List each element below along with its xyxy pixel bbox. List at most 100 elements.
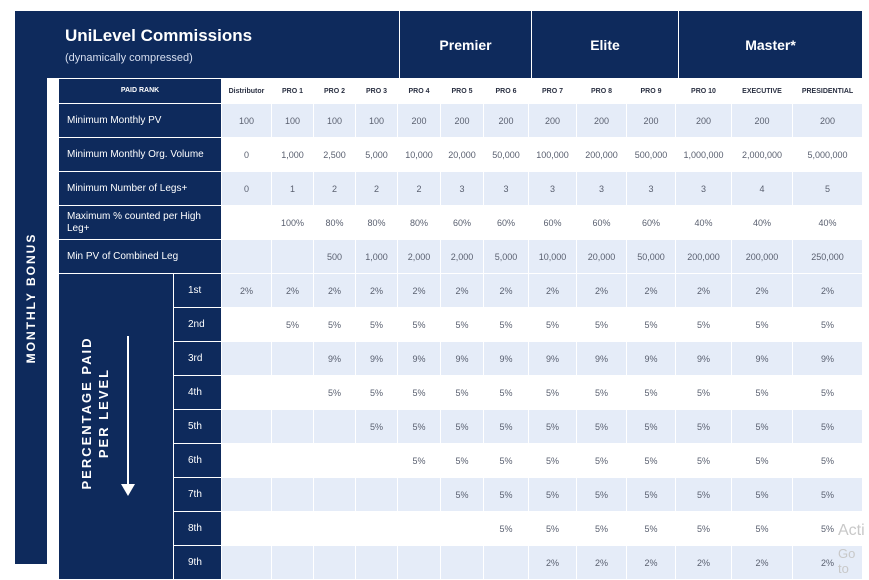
level-cell bbox=[397, 545, 441, 580]
level-cell: 5% bbox=[355, 375, 398, 410]
requirement-cell: 500 bbox=[313, 239, 356, 274]
requirement-row: Maximum % counted per High Leg+ 100% 80% 80… bbox=[58, 205, 863, 240]
requirement-cell bbox=[221, 239, 272, 274]
level-cell bbox=[483, 545, 529, 580]
requirement-cell: 60% bbox=[576, 205, 627, 240]
rank-header-row: PAID RANK Distributor PRO 1 PRO 2 PRO 3 … bbox=[58, 78, 863, 104]
requirement-cell: 2 bbox=[313, 171, 356, 206]
down-arrow-icon bbox=[127, 336, 129, 486]
level-cell bbox=[271, 409, 314, 444]
requirement-cell: 250,000 bbox=[792, 239, 863, 274]
paid-rank-label: PAID RANK bbox=[58, 78, 222, 104]
level-cell bbox=[440, 511, 484, 546]
level-cell: 5% bbox=[483, 375, 529, 410]
requirement-cell: 20,000 bbox=[440, 137, 484, 172]
requirement-cell: 50,000 bbox=[626, 239, 676, 274]
requirement-cell: 2,500 bbox=[313, 137, 356, 172]
level-cell: 9% bbox=[731, 341, 793, 376]
requirement-cell: 500,000 bbox=[626, 137, 676, 172]
requirement-row: Minimum Monthly PV 100 100 100 100 200 200 200 2… bbox=[58, 103, 863, 138]
level-cell: 5% bbox=[626, 307, 676, 342]
level-cell: 2% bbox=[271, 273, 314, 308]
level-row: 9th 2% 2% 2% 2% 2% 2% bbox=[59, 545, 863, 580]
level-cell: 9% bbox=[397, 341, 441, 376]
level-cell: 5% bbox=[528, 409, 577, 444]
level-cell: 5% bbox=[397, 375, 441, 410]
level-cell: 5% bbox=[792, 375, 863, 410]
level-label: 8th bbox=[173, 511, 222, 546]
level-cell: 5% bbox=[355, 409, 398, 444]
level-cell bbox=[355, 545, 398, 580]
percentage-label-line2: PER LEVEL bbox=[96, 367, 111, 459]
level-cell bbox=[440, 545, 484, 580]
requirement-cell: 100 bbox=[271, 103, 314, 138]
level-cell bbox=[313, 545, 356, 580]
level-row: 6th 5% 5% 5% 5% 5% 5% 5% 5% 5% bbox=[59, 443, 863, 478]
requirement-cell: 200 bbox=[397, 103, 441, 138]
level-cell: 5% bbox=[626, 409, 676, 444]
level-row: 4th 5% 5% 5% 5% 5% 5% 5% 5% 5% 5% 5% bbox=[59, 375, 863, 410]
level-cell: 5% bbox=[731, 511, 793, 546]
level-cell: 5% bbox=[483, 511, 529, 546]
requirement-cell: 60% bbox=[483, 205, 529, 240]
level-cell: 2% bbox=[528, 545, 577, 580]
requirement-cell: 5 bbox=[792, 171, 863, 206]
requirement-row: Minimum Monthly Org. Volume 0 1,000 2,500 5,… bbox=[58, 137, 863, 172]
level-cell: 5% bbox=[792, 477, 863, 512]
level-cell: 5% bbox=[792, 511, 863, 546]
level-cell: 5% bbox=[440, 477, 484, 512]
level-label: 3rd bbox=[173, 341, 222, 376]
level-label: 4th bbox=[173, 375, 222, 410]
level-label: 1st bbox=[173, 273, 222, 308]
commission-table: PAID RANK Distributor PRO 1 PRO 2 PRO 3 … bbox=[58, 78, 863, 580]
level-cell: 9% bbox=[440, 341, 484, 376]
level-cell: 2% bbox=[528, 273, 577, 308]
requirement-cell: 3 bbox=[626, 171, 676, 206]
level-cell bbox=[221, 443, 272, 478]
requirement-cell: 100 bbox=[221, 103, 272, 138]
requirement-cell: 2 bbox=[397, 171, 441, 206]
requirement-cell: 10,000 bbox=[397, 137, 441, 172]
level-cell: 5% bbox=[792, 443, 863, 478]
tier-elite: Elite bbox=[531, 11, 678, 78]
level-cell: 9% bbox=[626, 341, 676, 376]
arrow-head-icon bbox=[121, 484, 135, 496]
level-cell: 5% bbox=[440, 307, 484, 342]
level-cell: 5% bbox=[528, 307, 577, 342]
level-row: 5th 5% 5% 5% 5% 5% 5% 5% 5% 5% 5% bbox=[59, 409, 863, 444]
level-cell bbox=[271, 341, 314, 376]
requirement-cell: 100 bbox=[313, 103, 356, 138]
level-cell: 2% bbox=[576, 273, 627, 308]
level-cell: 5% bbox=[483, 443, 529, 478]
level-label: 7th bbox=[173, 477, 222, 512]
requirement-row: Minimum Number of Legs+ 0 1 2 2 2 3 3 3 3 3 3 4 5 bbox=[58, 171, 863, 206]
requirement-cell: 3 bbox=[440, 171, 484, 206]
level-cell bbox=[221, 545, 272, 580]
requirement-cell: 2 bbox=[355, 171, 398, 206]
level-row: 1st 2% 2% 2% 2% 2% 2% 2% 2% 2% 2% 2% 2% 2% bbox=[58, 273, 863, 580]
level-cell: 9% bbox=[675, 341, 732, 376]
level-cell: 5% bbox=[675, 477, 732, 512]
level-cell bbox=[355, 443, 398, 478]
level-cell: 5% bbox=[792, 307, 863, 342]
level-label: 9th bbox=[173, 545, 222, 580]
level-cell: 5% bbox=[731, 409, 793, 444]
level-cell: 2% bbox=[626, 273, 676, 308]
rank-header: PRO 1 bbox=[271, 78, 314, 104]
requirement-cell bbox=[271, 239, 314, 274]
requirement-cell: 80% bbox=[313, 205, 356, 240]
level-label: 5th bbox=[173, 409, 222, 444]
rank-header: PRO 3 bbox=[355, 78, 398, 104]
level-row: 3rd 9% 9% 9% 9% 9% 9% 9% 9% 9% 9% 9% bbox=[59, 341, 863, 376]
level-cell: 5% bbox=[397, 307, 441, 342]
requirement-cell: 2,000 bbox=[397, 239, 441, 274]
level-cell: 5% bbox=[731, 443, 793, 478]
requirement-cell: 3 bbox=[528, 171, 577, 206]
requirement-cell: 200 bbox=[576, 103, 627, 138]
requirement-cell: 200,000 bbox=[576, 137, 627, 172]
rank-header: EXECUTIVE bbox=[731, 78, 793, 104]
level-cell: 5% bbox=[731, 375, 793, 410]
watermark-line1: Acti bbox=[838, 522, 865, 539]
rank-header: PRO 2 bbox=[313, 78, 356, 104]
level-cell: 2% bbox=[313, 273, 356, 308]
